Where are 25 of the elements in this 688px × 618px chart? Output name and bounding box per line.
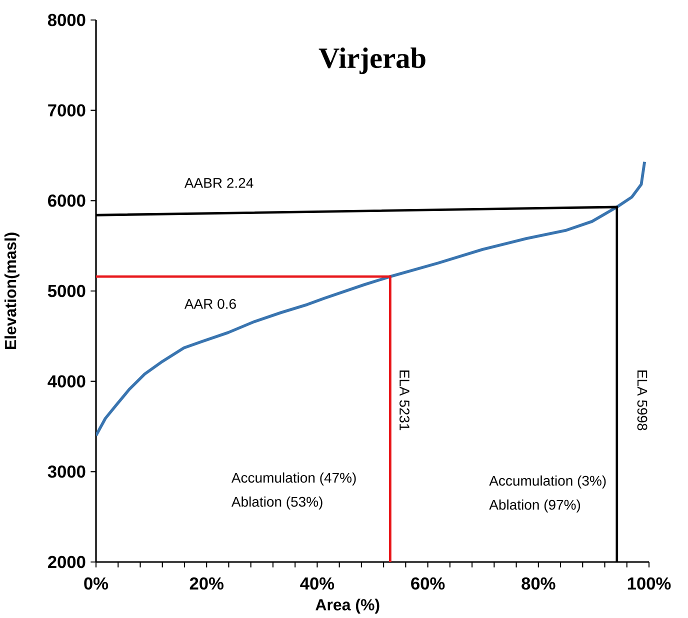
annotation: Accumulation (3%) [489, 475, 606, 488]
x-tick-label: 80% [522, 577, 556, 590]
x-tick-label: 40% [300, 577, 334, 590]
y-tick-label: 3000 [48, 465, 86, 478]
annotation: AABR 2.24 [184, 178, 254, 188]
annotation: Ablation (53%) [231, 496, 322, 510]
line-series [96, 160, 646, 437]
y-tick-label: 4000 [48, 375, 86, 388]
x-tick-label: 20% [190, 577, 224, 590]
x-axis-title: Area (%) [316, 598, 380, 614]
text: Virjerab [318, 47, 426, 74]
y-axis-title: Elevation(masl) [4, 232, 20, 350]
annotation: ELA 5998 [637, 370, 648, 430]
x-tick-label: 0% [84, 577, 108, 590]
annotation: AAR 0.6 [184, 298, 236, 309]
y-tick-label: 8000 [48, 14, 86, 26]
y-tick-label: 6000 [48, 194, 86, 207]
x-tick-label: 60% [411, 577, 445, 590]
y-tick-label: 7000 [48, 104, 86, 116]
y-tick-label: 2000 [48, 556, 86, 568]
annotation: ELA 5231 [400, 370, 410, 430]
annotation: Accumulation (47%) [231, 472, 356, 486]
annotation: Ablation (97%) [489, 499, 580, 512]
x-tick-label: 100% [628, 577, 671, 590]
y-tick-label: 5000 [48, 284, 86, 298]
